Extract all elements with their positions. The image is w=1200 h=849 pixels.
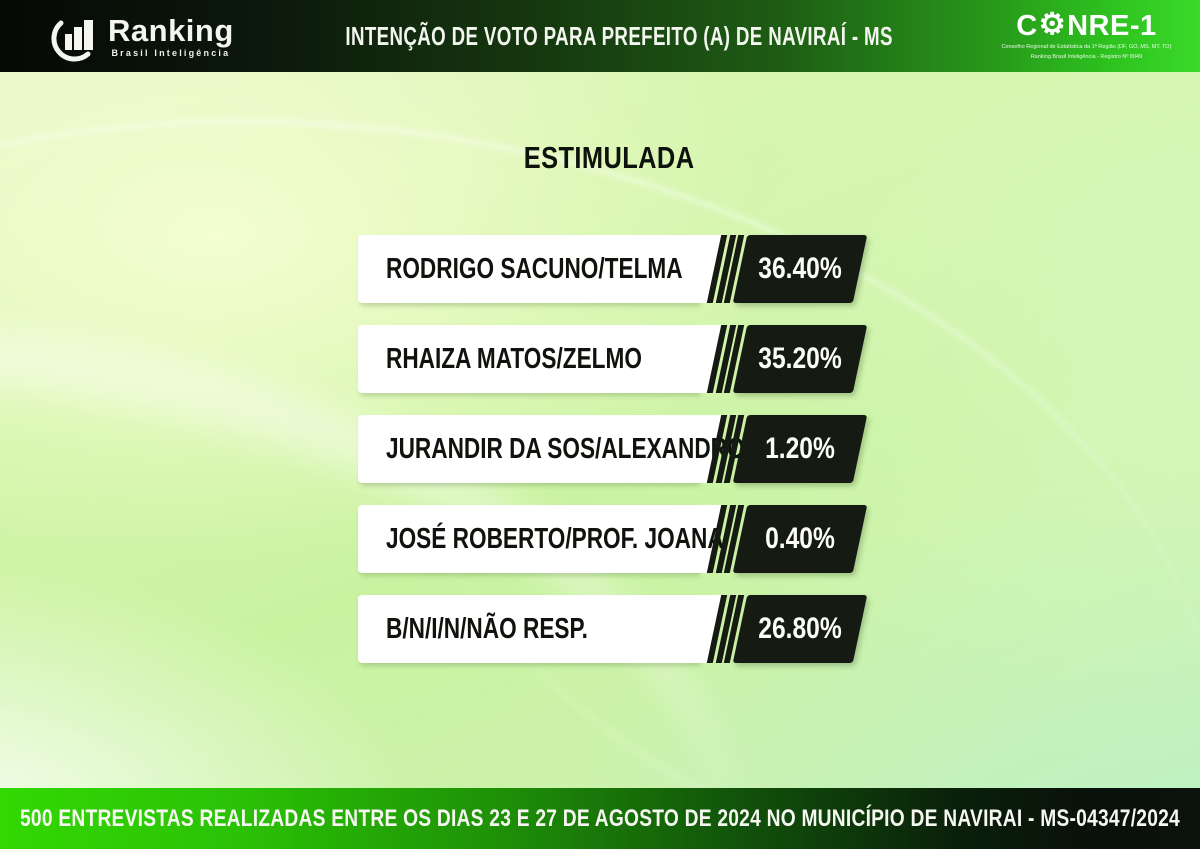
result-row: JURANDIR DA SOS/ALEXANDRO 1.20% (358, 415, 868, 483)
percentage-plate: 35.20% (732, 325, 868, 393)
candidate-label-plate: RODRIGO SACUNO/TELMA (358, 235, 698, 303)
conre-name: C ⚙ NRE-1 (1016, 8, 1157, 42)
percentage-value: 0.40% (765, 522, 835, 555)
percentage-plate: 36.40% (732, 235, 868, 303)
results-list: RODRIGO SACUNO/TELMA 36.40% RHAIZA MATOS… (358, 235, 868, 685)
candidate-name: B/N/I/N/NÃO RESP. (386, 612, 588, 645)
brand-tagline: Brasil Inteligência (111, 47, 231, 58)
chart-title-text: ESTIMULADA (523, 140, 695, 175)
conre-subline-2: Ranking Brasil Inteligência - Registro N… (1030, 54, 1143, 60)
ranking-logo-text: Ranking Brasil Inteligência (108, 15, 234, 58)
candidate-name: RHAIZA MATOS/ZELMO (386, 342, 642, 375)
result-row: RHAIZA MATOS/ZELMO 35.20% (358, 325, 868, 393)
candidate-name: RODRIGO SACUNO/TELMA (386, 252, 683, 285)
gear-icon: ⚙ (1038, 8, 1067, 42)
candidate-label-plate: B/N/I/N/NÃO RESP. (358, 595, 698, 663)
ranking-logo: Ranking Brasil Inteligência (0, 10, 239, 62)
footer-bar: 500 ENTREVISTAS REALIZADAS ENTRE OS DIAS… (0, 788, 1200, 849)
footer-text-content: 500 ENTREVISTAS REALIZADAS ENTRE OS DIAS… (20, 804, 1180, 832)
percentage-value: 26.80% (758, 612, 842, 645)
percentage-plate: 26.80% (732, 595, 868, 663)
percentage-plate: 1.20% (732, 415, 868, 483)
conre-logo: C ⚙ NRE-1 Conselho Regional de Estatísti… (999, 8, 1200, 61)
conre-subline-1: Conselho Regional de Estatística da 1ª R… (1001, 44, 1172, 51)
chart-title: ESTIMULADA (358, 140, 860, 176)
percentage-plate: 0.40% (732, 505, 868, 573)
conre-name-suffix: NRE-1 (1067, 9, 1157, 42)
footer-text: 500 ENTREVISTAS REALIZADAS ENTRE OS DIAS… (0, 805, 1200, 833)
result-row: JOSÉ ROBERTO/PROF. JOANA 0.40% (358, 505, 868, 573)
candidate-label-plate: JURANDIR DA SOS/ALEXANDRO (358, 415, 745, 483)
candidate-label-plate: RHAIZA MATOS/ZELMO (358, 325, 698, 393)
candidate-name: JURANDIR DA SOS/ALEXANDRO (386, 432, 745, 465)
page-title-text: INTENÇÃO DE VOTO PARA PREFEITO (A) DE NA… (345, 20, 893, 51)
brand-name: Ranking (108, 12, 234, 48)
percentage-value: 35.20% (758, 342, 842, 375)
header-bar: Ranking Brasil Inteligência INTENÇÃO DE … (0, 0, 1200, 72)
page-title: INTENÇÃO DE VOTO PARA PREFEITO (A) DE NA… (239, 21, 999, 52)
ranking-bars-icon (51, 20, 93, 62)
percentage-value: 36.40% (758, 252, 842, 285)
candidate-label-plate: JOSÉ ROBERTO/PROF. JOANA (358, 505, 724, 573)
result-row: B/N/I/N/NÃO RESP. 26.80% (358, 595, 868, 663)
candidate-name: JOSÉ ROBERTO/PROF. JOANA (386, 522, 724, 555)
conre-name-prefix: C (1016, 9, 1038, 42)
result-row: RODRIGO SACUNO/TELMA 36.40% (358, 235, 868, 303)
percentage-value: 1.20% (765, 432, 835, 465)
